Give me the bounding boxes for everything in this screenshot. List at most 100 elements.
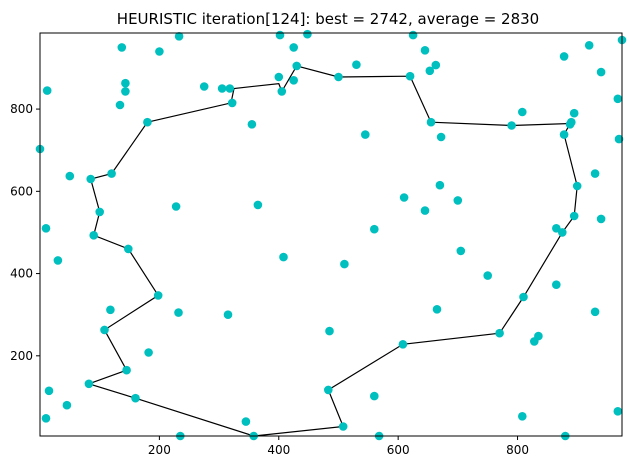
city-point xyxy=(352,60,361,69)
city-point xyxy=(361,130,370,139)
tour-path-layer xyxy=(87,65,578,437)
city-point xyxy=(174,308,183,317)
city-point xyxy=(217,84,227,93)
x-tick-label: 800 xyxy=(506,443,529,457)
city-point xyxy=(275,30,285,40)
y-tick-label: 600 xyxy=(10,184,33,198)
city-point xyxy=(122,365,131,375)
y-tick-label: 800 xyxy=(10,102,33,116)
city-point xyxy=(144,348,153,357)
city-point xyxy=(507,121,516,130)
city-point xyxy=(325,326,334,336)
city-point xyxy=(44,386,54,396)
city-point xyxy=(95,207,104,217)
chart-title: HEURISTIC iteration[124]: best = 2742, a… xyxy=(117,10,539,28)
city-point xyxy=(143,117,152,127)
city-point xyxy=(530,337,539,346)
city-point xyxy=(131,393,140,403)
y-tick-label: 200 xyxy=(10,349,33,363)
city-point xyxy=(42,86,52,95)
city-point xyxy=(420,206,430,215)
x-axis: 200 400 600 800 xyxy=(148,436,529,457)
city-point xyxy=(279,252,288,262)
city-point xyxy=(431,60,441,70)
city-point xyxy=(174,32,184,41)
city-point xyxy=(289,43,299,52)
city-point xyxy=(370,224,379,234)
city-point xyxy=(567,117,576,127)
city-point xyxy=(117,43,127,52)
city-point xyxy=(274,72,284,82)
city-point xyxy=(596,67,606,77)
city-point xyxy=(584,41,594,50)
city-point xyxy=(408,30,418,40)
city-point xyxy=(483,271,493,280)
city-point xyxy=(453,196,463,205)
city-point xyxy=(334,72,343,82)
city-point xyxy=(106,305,115,315)
y-axis: 200 400 600 800 xyxy=(10,102,40,363)
y-tick-label: 400 xyxy=(10,267,33,281)
city-point xyxy=(340,259,349,269)
city-point xyxy=(223,310,233,320)
city-point xyxy=(199,82,209,91)
city-point xyxy=(558,228,567,237)
city-point xyxy=(495,328,504,338)
city-point xyxy=(613,94,623,104)
city-point xyxy=(153,291,163,300)
tour-path xyxy=(87,65,578,437)
city-point xyxy=(171,202,181,211)
plot-area xyxy=(35,29,627,441)
city-point xyxy=(53,256,63,265)
plot-frame xyxy=(39,32,623,437)
city-point xyxy=(596,214,606,224)
city-point xyxy=(338,422,348,431)
city-point xyxy=(121,87,130,96)
city-point xyxy=(590,307,600,317)
city-point xyxy=(518,412,527,421)
city-point xyxy=(303,29,312,39)
city-point xyxy=(324,385,333,395)
city-point xyxy=(241,417,251,426)
city-point xyxy=(398,340,408,349)
city-point xyxy=(420,46,430,55)
city-point xyxy=(613,407,623,416)
city-point xyxy=(100,325,109,335)
city-point xyxy=(519,292,528,302)
city-point xyxy=(552,224,561,233)
city-point xyxy=(552,280,561,290)
city-point xyxy=(405,71,415,81)
city-point xyxy=(227,98,237,108)
city-point xyxy=(590,169,600,178)
city-point xyxy=(225,84,235,93)
x-tick-label: 200 xyxy=(148,443,171,457)
city-point xyxy=(277,87,287,96)
city-point xyxy=(426,117,436,127)
city-point xyxy=(614,134,624,144)
city-point xyxy=(121,78,130,88)
city-point xyxy=(41,414,51,423)
city-point xyxy=(559,52,569,61)
city-point xyxy=(41,224,51,233)
city-point xyxy=(569,108,579,118)
city-point xyxy=(370,391,379,401)
city-point xyxy=(124,244,133,254)
city-point xyxy=(292,61,302,71)
x-tick-label: 400 xyxy=(267,443,290,457)
city-point xyxy=(86,174,95,184)
city-point xyxy=(456,246,466,256)
city-point xyxy=(569,211,579,221)
city-point xyxy=(289,76,299,85)
city-point xyxy=(62,400,72,410)
city-point xyxy=(436,132,446,142)
x-tick-label: 600 xyxy=(387,443,410,457)
city-point xyxy=(399,193,409,202)
city-point xyxy=(572,181,582,191)
city-point xyxy=(155,47,164,56)
city-point xyxy=(518,107,527,117)
city-point xyxy=(84,379,94,389)
city-point xyxy=(107,169,116,178)
city-point xyxy=(89,231,98,240)
city-point xyxy=(432,305,442,314)
